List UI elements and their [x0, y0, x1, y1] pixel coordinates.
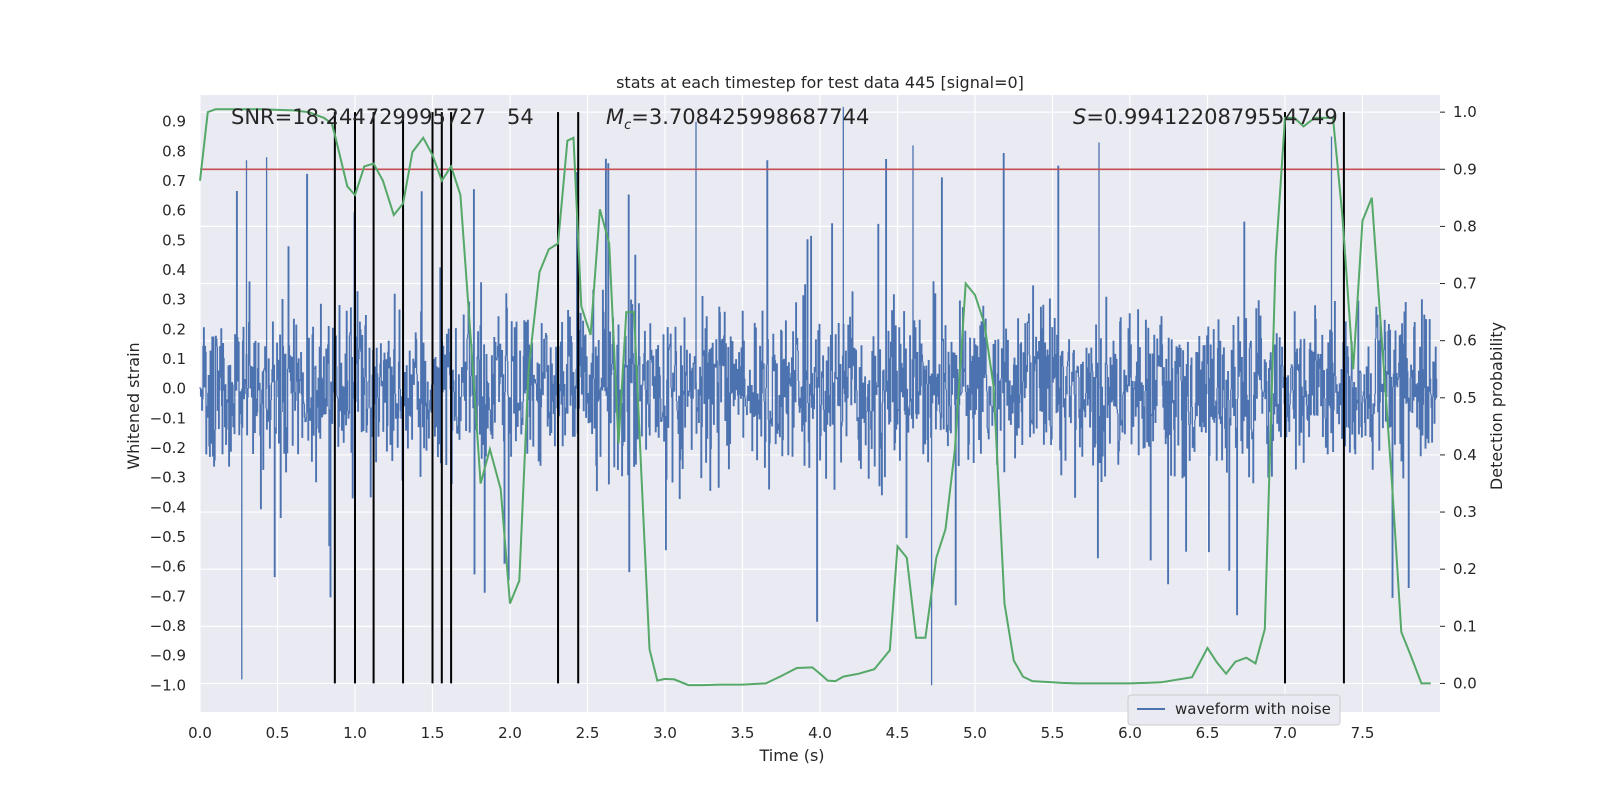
left-y-tick-label: −0.3: [150, 469, 186, 487]
legend-box: [1127, 694, 1341, 726]
x-tick-label: 7.5: [1351, 724, 1375, 742]
x-tick-label: 2.5: [576, 724, 600, 742]
x-tick-label: 6.0: [1118, 724, 1142, 742]
x-tick-label: 4.0: [808, 724, 832, 742]
left-y-tick-label: −0.9: [150, 647, 186, 665]
left-y-tick-label: −0.1: [150, 409, 186, 427]
event-lines: [333, 112, 1345, 684]
left-y-tick-label: −1.0: [150, 676, 186, 694]
x-tick-label: 1.5: [421, 724, 445, 742]
x-tick-label: 6.5: [1196, 724, 1220, 742]
left-y-tick-label: 0.5: [162, 231, 186, 249]
x-tick-label: 4.5: [886, 724, 910, 742]
right-y-tick-label: 0.1: [1453, 617, 1477, 635]
left-y-tick-label: −0.6: [150, 558, 186, 576]
left-y-tick-label: −0.5: [150, 528, 186, 546]
right-y-tick-label: 0.6: [1453, 332, 1477, 350]
x-tick-label: 0.5: [266, 724, 290, 742]
s-symbol: S: [1073, 105, 1086, 129]
s-statistic-annotation: S=0.9941220879554749: [1073, 105, 1338, 129]
x-tick-label: 5.0: [963, 724, 987, 742]
left-y-axis-label: Whitened strain: [124, 342, 143, 469]
right-y-tick-label: 0.5: [1453, 389, 1477, 407]
detection-probability-line: [199, 108, 1431, 687]
x-tick-label: 7.0: [1273, 724, 1297, 742]
legend: waveform with noise: [1127, 694, 1341, 726]
left-y-tick-label: −0.8: [150, 617, 186, 635]
left-y-tick-label: −0.2: [150, 439, 186, 457]
right-y-tick-label: 1.0: [1453, 103, 1477, 121]
x-tick-label: 3.5: [731, 724, 755, 742]
chirp-mass-subscript: c: [624, 118, 631, 133]
left-y-tick-label: 0.9: [162, 113, 186, 131]
right-y-tick-labels: 1.0 0.9 0.8 0.7 0.6 0.5 0.4 0.3 0.2 0.1 0.0: [1440, 103, 1477, 692]
left-y-tick-label: 0.0: [162, 380, 186, 398]
x-tick-label: 0.0: [188, 724, 212, 742]
right-y-axis-label: Detection probability: [1487, 322, 1506, 490]
right-y-tick-label: 0.8: [1453, 217, 1477, 235]
legend-label: waveform with noise: [1175, 700, 1331, 718]
x-tick-label: 2.0: [498, 724, 522, 742]
right-y-tick-label: 0.2: [1453, 560, 1477, 578]
chirp-mass-symbol: M: [606, 105, 624, 129]
s-value: =0.9941220879554749: [1086, 105, 1337, 129]
snr-annotation: SNR=18.244729995727 54: [231, 105, 534, 129]
left-y-tick-label: 0.7: [162, 172, 186, 190]
left-y-tick-label: 0.1: [162, 350, 186, 368]
left-y-tick-label: −0.7: [150, 587, 186, 605]
right-y-tick-label: 0.9: [1453, 160, 1477, 178]
chirp-mass-annotation: Mc=3.708425998687744: [606, 105, 869, 133]
x-tick-label: 1.0: [343, 724, 367, 742]
left-y-tick-label: −0.4: [150, 498, 186, 516]
chart-title: stats at each timestep for test data 445…: [616, 73, 1024, 92]
x-axis-label: Time (s): [758, 746, 824, 765]
left-y-tick-label: 0.2: [162, 320, 186, 338]
x-tick-label: 3.0: [653, 724, 677, 742]
left-y-tick-labels: 0.9 0.8 0.7 0.6 0.5 0.4 0.3 0.2 0.1 0.0 −0.1 −0.2 −0…: [150, 113, 186, 695]
right-y-tick-label: 0.7: [1453, 275, 1477, 293]
left-y-tick-label: 0.6: [162, 202, 186, 220]
left-y-tick-label: 0.4: [162, 261, 186, 279]
x-tick-label: 5.5: [1041, 724, 1065, 742]
right-y-tick-label: 0.3: [1453, 503, 1477, 521]
right-y-tick-label: 0.0: [1453, 674, 1477, 692]
left-y-tick-label: 0.8: [162, 142, 186, 160]
x-tick-labels: 0.0 0.5 1.0 1.5 2.0 2.5 3.0 3.5 4.0 4.5 5.0 5.5 6.0 6…: [188, 724, 1374, 742]
left-y-tick-label: 0.3: [162, 291, 186, 309]
right-y-tick-label: 0.4: [1453, 446, 1477, 464]
chirp-mass-value: =3.708425998687744: [631, 105, 869, 129]
